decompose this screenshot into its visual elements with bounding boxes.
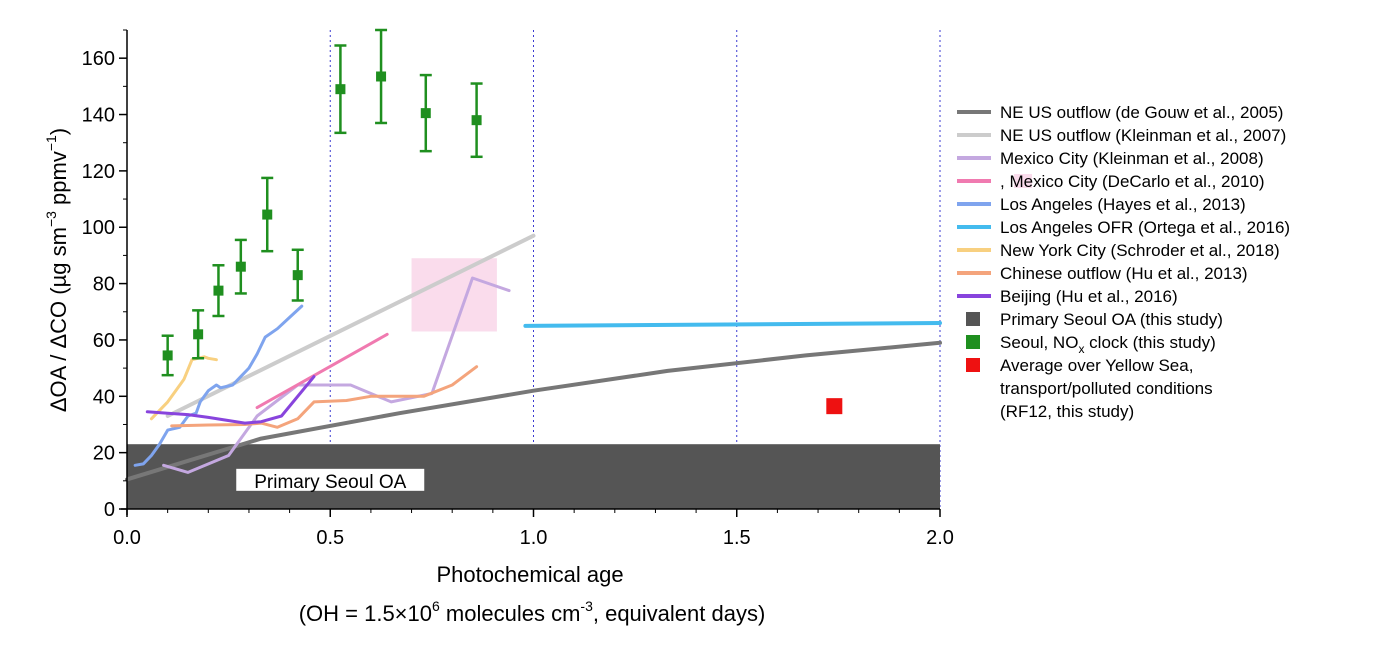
series-line-8 (145, 375, 316, 425)
legend-swatch-10 (966, 335, 980, 349)
seoul-point-8 (420, 108, 431, 119)
y-tick-label: 20 (93, 443, 115, 465)
y-label-sup1: −3 (43, 211, 59, 227)
mexico-city-decarlo-box (411, 258, 497, 332)
primary-band-label-bg (236, 468, 425, 491)
legend-label-2: Mexico City (Kleinman et al., 2008) (1000, 149, 1264, 168)
legend-label-9: Primary Seoul OA (this study) (1000, 310, 1223, 329)
y-label-sup2: −1 (43, 135, 59, 151)
y-tick-label: 160 (82, 48, 115, 70)
y-label-middle: ppmv (46, 151, 71, 211)
y-tick-label: 100 (82, 217, 115, 239)
x-sublabel-prefix: (OH = 1.5×10 (299, 601, 432, 626)
x-sublabel-sup2: -3 (580, 598, 593, 614)
legend-label-3: , Mexico City (DeCarlo et al., 2010) (1000, 172, 1265, 191)
series-line-6 (149, 355, 218, 421)
x-sublabel-middle: molecules cm (440, 601, 581, 626)
seoul-point-7 (376, 71, 387, 82)
y-tick-label: 0 (104, 499, 115, 521)
seoul-point-3 (235, 261, 246, 272)
series-line-3 (255, 332, 389, 410)
series-lines (125, 233, 942, 482)
yellow-sea-point (826, 398, 843, 415)
legend-label-11-0: Average over Yellow Sea, (1000, 356, 1193, 375)
legend-label-10: Seoul, NOx clock (this study) (1000, 333, 1216, 356)
series-line-0 (125, 340, 942, 482)
primary-band-layer: Primary Seoul OA (127, 444, 940, 509)
seoul-point-6 (335, 84, 346, 95)
mexico-box-layer (411, 258, 497, 332)
axes: 0 20 40 60 80 100 120 140 160 0.0 0.5 1.0 1.5 2.0 (82, 29, 954, 549)
y-tick-label: 80 (93, 274, 115, 296)
seoul-point-5 (292, 270, 303, 281)
legend-label-11-2: (RF12, this study) (1000, 402, 1134, 421)
seoul-point-2 (213, 285, 224, 296)
seoul-point-9 (471, 115, 482, 126)
seoul-point-1 (193, 329, 204, 340)
x-tick-label: 1.5 (723, 527, 751, 549)
legend-label-7: Chinese outflow (Hu et al., 2013) (1000, 264, 1248, 283)
legend: NE US outflow (de Gouw et al., 2005) NE U… (957, 103, 1290, 421)
legend-swatch-9 (966, 312, 980, 326)
legend-label-8: Beijing (Hu et al., 2016) (1000, 287, 1178, 306)
x-axis-sublabel: (OH = 1.5×106 molecules cm-3, equivalent… (299, 598, 766, 626)
y-label-prefix: ΔOA / ΔCO (µg sm (46, 227, 71, 412)
primary-band-label: Primary Seoul OA (254, 472, 406, 493)
series-line-2 (162, 276, 511, 474)
y-axis-label: ΔOA / ΔCO (µg sm−3 ppmv−1) (43, 128, 71, 412)
series-line-4 (133, 304, 304, 467)
y-tick-label: 60 (93, 330, 115, 352)
y-tick-label: 40 (93, 386, 115, 408)
x-sublabel-suffix: , equivalent days) (593, 601, 765, 626)
legend-label-4: Los Angeles (Hayes et al., 2013) (1000, 195, 1246, 214)
y-label-suffix: ) (46, 128, 71, 135)
legend-label-11-1: transport/polluted conditions (1000, 379, 1213, 398)
y-tick-label: 120 (82, 161, 115, 183)
legend-label-6: New York City (Schroder et al., 2018) (1000, 241, 1280, 260)
x-tick-label: 0.5 (316, 527, 344, 549)
legend-label-0: NE US outflow (de Gouw et al., 2005) (1000, 103, 1283, 122)
seoul-point-4 (262, 209, 273, 220)
series-markers (161, 28, 843, 415)
legend-label-1: NE US outflow (Kleinman et al., 2007) (1000, 126, 1286, 145)
series-line-5 (523, 321, 942, 328)
x-tick-label: 2.0 (926, 527, 954, 549)
x-axis-label: Photochemical age (436, 562, 623, 587)
y-tick-label: 140 (82, 105, 115, 127)
legend-box-swatch (1014, 174, 1032, 188)
x-tick-label: 0.0 (113, 527, 141, 549)
legend-swatch-11 (966, 358, 980, 372)
x-tick-label: 1.0 (520, 527, 548, 549)
legend-label-5: Los Angeles OFR (Ortega et al., 2016) (1000, 218, 1290, 237)
seoul-point-0 (162, 350, 173, 361)
x-sublabel-sup1: 6 (432, 598, 440, 614)
